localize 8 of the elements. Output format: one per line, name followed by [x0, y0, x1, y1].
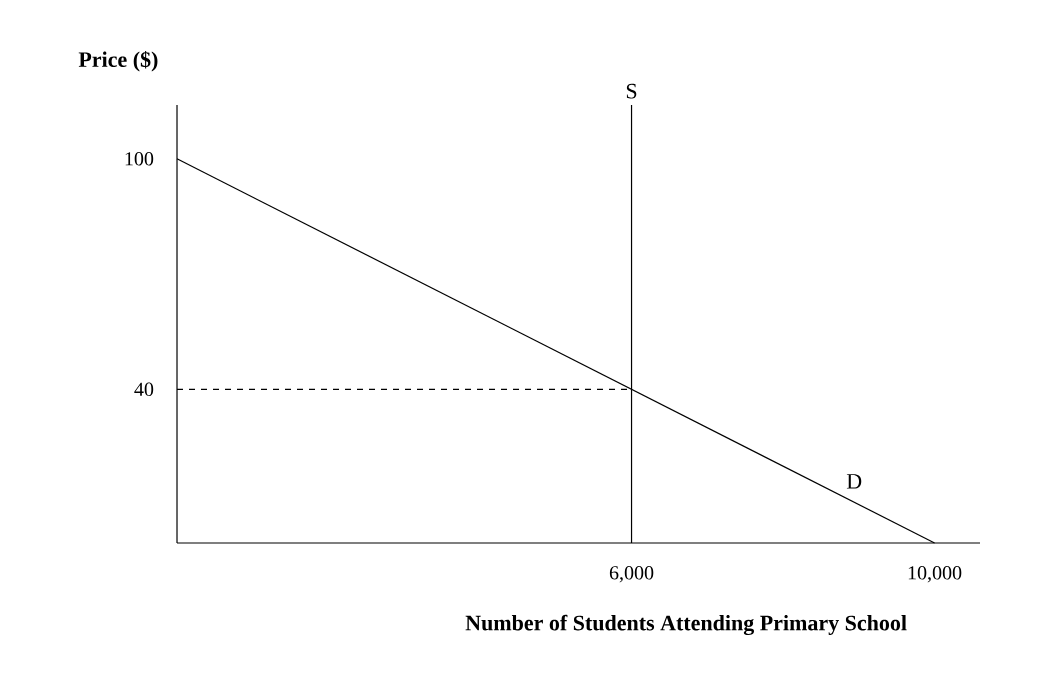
x-tick-label: 10,000 [908, 566, 962, 583]
y-axis-title: Price ($) [78, 50, 158, 72]
series-label: S [626, 83, 637, 99]
x-axis-title: Number of Students Attending Primary School [465, 614, 907, 636]
y-tick-label: 40 [134, 382, 154, 397]
series-label: D [846, 474, 862, 489]
y-tick-label: 100 [125, 152, 154, 166]
x-tick-label: 6,000 [609, 566, 654, 583]
